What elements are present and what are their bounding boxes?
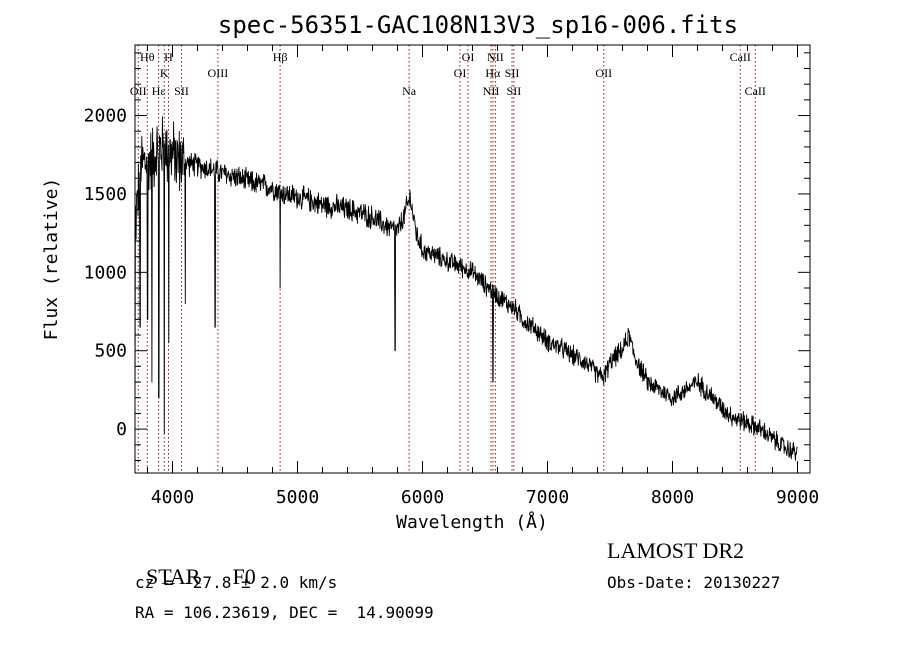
x-tick-label: 8000 (651, 487, 694, 508)
line-marker-label: OI (462, 50, 475, 64)
x-axis-label: Wavelength (Å) (396, 511, 548, 533)
line-marker-label: K (160, 66, 169, 80)
x-tick-label: 7000 (526, 487, 569, 508)
line-marker-label: Hα (485, 66, 501, 80)
observation-date: Obs-Date: 20130227 (607, 573, 781, 592)
y-tick-label: 0 (116, 419, 127, 440)
chart-title: spec-56351-GAC108N13V3_sp16-006.fits (218, 11, 738, 39)
object-class: STAR F0 (135, 538, 256, 590)
x-tick-label: 5000 (276, 487, 319, 508)
y-tick-label: 2000 (84, 106, 127, 127)
x-axis: 4000 5000 6000 7000 8000 9000 (147, 45, 819, 508)
line-marker-label: NII (487, 50, 504, 64)
class-label: STAR (146, 564, 201, 589)
line-marker-label: NII (483, 84, 500, 98)
line-marker-label: OII (130, 84, 147, 98)
survey-label: LAMOST DR2 (607, 538, 745, 563)
x-tick-label: 6000 (401, 487, 444, 508)
y-tick-label: 1500 (84, 184, 127, 205)
line-marker-label: H (164, 50, 173, 64)
line-marker-label: Na (402, 84, 417, 98)
coordinates: RA = 106.23619, DEC = 14.90099 (135, 603, 434, 622)
line-marker-label: CaII (745, 84, 766, 98)
line-marker-label: CaII (730, 50, 751, 64)
line-marker-label: SII (507, 84, 522, 98)
y-axis: 0 500 1000 1500 2000 (84, 52, 810, 461)
line-marker-label: OIII (208, 66, 229, 80)
line-marker-label: SII (505, 66, 520, 80)
emission-line-markers: OIIHθHεKHSIIOIIIHβNaOIOINIIHαNIISIISIIOI… (130, 45, 766, 473)
y-tick-label: 500 (94, 341, 127, 362)
line-marker-label: SII (174, 84, 189, 98)
x-tick-label: 4000 (151, 487, 194, 508)
spectrum-line (134, 116, 798, 461)
line-marker-label: Hε (152, 84, 166, 98)
subclass-label: F0 (232, 564, 256, 589)
y-axis-label: Flux (relative) (41, 178, 62, 341)
plot-frame (134, 44, 811, 474)
y-tick-label: 1000 (84, 262, 127, 283)
line-marker-label: Hθ (140, 50, 155, 64)
redshift-velocity: cz = -27.8 ± 2.0 km/s (135, 573, 338, 592)
x-tick-label: 9000 (776, 487, 819, 508)
line-marker-label: OII (595, 66, 612, 80)
line-marker-label: OI (454, 66, 467, 80)
line-marker-label: Hβ (273, 50, 288, 64)
